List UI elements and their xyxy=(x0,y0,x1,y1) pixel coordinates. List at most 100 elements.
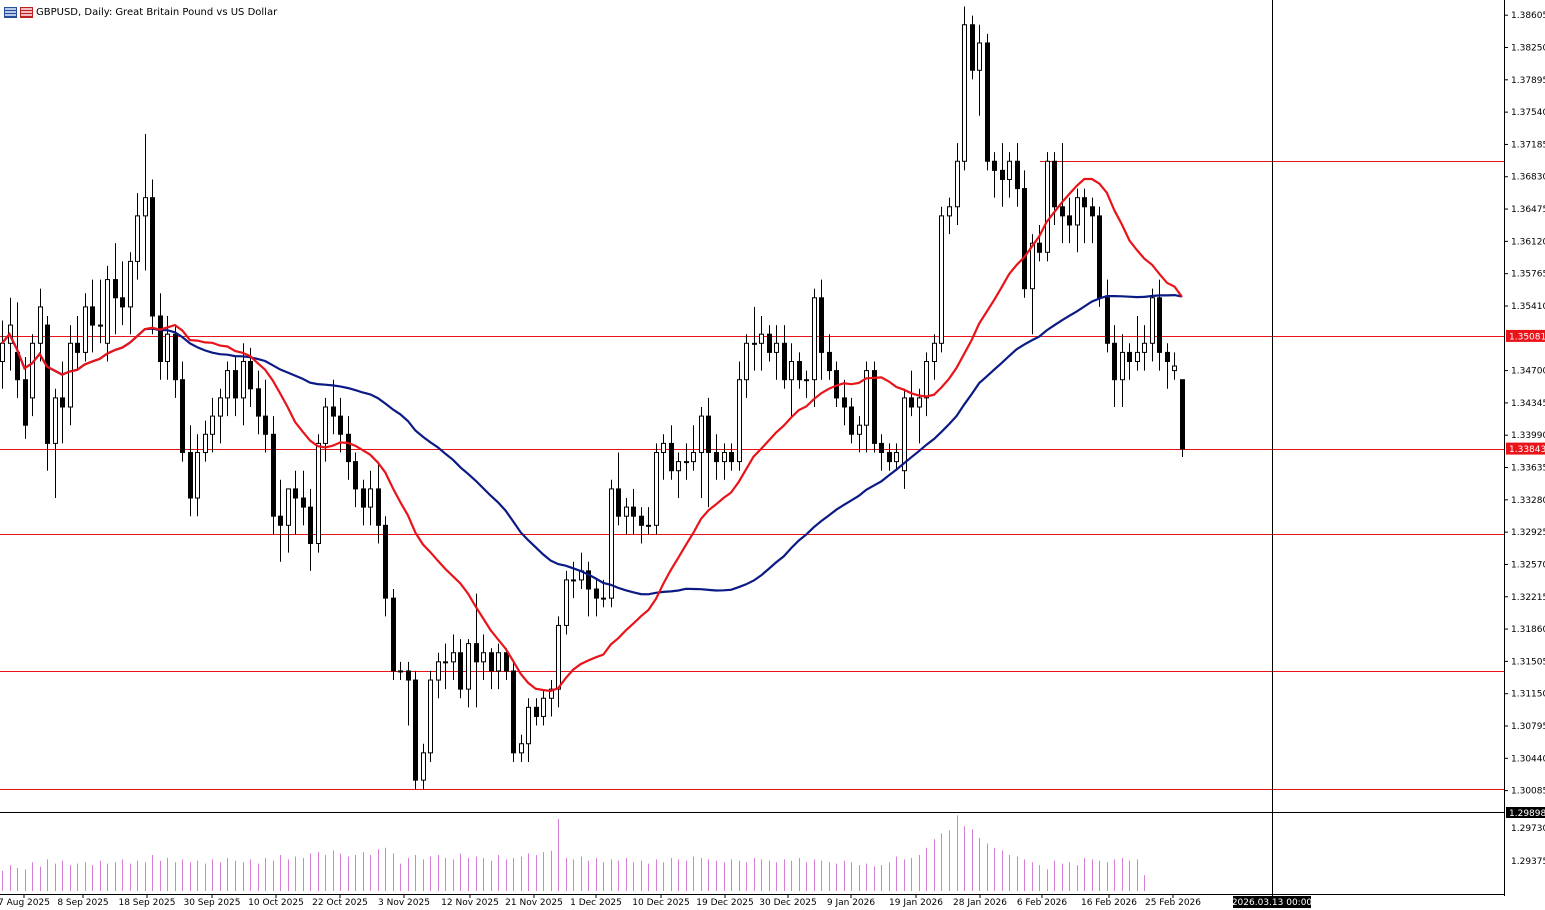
candle-body xyxy=(526,706,531,745)
price-tag-label: 1.33843 xyxy=(1509,445,1545,455)
chart-grid-icon[interactable] xyxy=(20,6,33,18)
candle-body xyxy=(571,579,576,582)
candle-body xyxy=(128,260,133,308)
axis-tag-bg xyxy=(1506,807,1545,818)
candle xyxy=(616,452,621,526)
candle-body xyxy=(601,597,606,600)
candle xyxy=(1097,206,1102,307)
candle-body xyxy=(489,652,494,672)
candle-body xyxy=(857,424,862,435)
time-axis[interactable]: 7 Aug 2025 8 Sep 2025 18 Sep 2025 30 Sep 20… xyxy=(0,895,1312,908)
candle xyxy=(1135,315,1140,371)
candle-body xyxy=(1127,351,1132,362)
candle xyxy=(120,261,125,326)
candle xyxy=(233,356,238,417)
crosshair-time-label: 2026.03.13 00:00 xyxy=(1232,898,1313,908)
candle-body xyxy=(286,488,291,526)
chart-list-icon[interactable] xyxy=(4,6,17,18)
candle-body xyxy=(1030,242,1035,290)
candle-body xyxy=(436,661,441,681)
candle-body xyxy=(376,488,381,526)
candle-body xyxy=(1180,379,1185,450)
chart-title-bar: GBPUSD, Daily: Great Britain Pound vs US… xyxy=(4,4,277,20)
candle xyxy=(376,461,381,544)
candle xyxy=(691,425,696,471)
candle xyxy=(669,425,674,480)
y-tick-label: 1.36475 xyxy=(1511,205,1545,215)
candle-body xyxy=(368,488,373,508)
candle-body xyxy=(691,452,696,463)
candle-body xyxy=(210,415,215,435)
candle-body xyxy=(353,461,358,490)
candle-body xyxy=(797,360,802,381)
candle-body xyxy=(413,679,418,781)
candle xyxy=(1157,279,1162,371)
candle-body xyxy=(917,397,922,408)
candle-body xyxy=(1097,215,1102,299)
ma-slow-line xyxy=(1,293,1183,596)
y-tick-label: 1.35765 xyxy=(1511,270,1545,280)
candle xyxy=(443,643,448,690)
candle xyxy=(932,334,937,380)
candle-body xyxy=(782,342,787,381)
x-tick-label: 1 Dec 2025 xyxy=(570,898,622,908)
candle xyxy=(737,361,742,471)
candle-body xyxy=(391,597,396,672)
candle xyxy=(428,670,433,762)
candle xyxy=(511,661,516,762)
candle xyxy=(150,179,155,335)
candle-body xyxy=(1090,206,1095,217)
candle-body xyxy=(233,370,238,399)
candle xyxy=(271,416,276,535)
candle xyxy=(939,206,944,353)
candle-body xyxy=(195,452,200,499)
candle-body xyxy=(105,279,110,344)
candle xyxy=(661,434,666,480)
candle-body xyxy=(1150,297,1155,344)
candle-body xyxy=(135,215,140,262)
candle-body xyxy=(654,452,659,526)
y-tick-label: 1.34700 xyxy=(1511,367,1545,377)
price-axis[interactable]: 1.38605 1.38250 1.37895 1.37540 1.37185 1.368… xyxy=(1504,11,1545,867)
candle-body xyxy=(774,342,779,353)
candle-body xyxy=(624,506,629,517)
candle-body xyxy=(1082,197,1087,208)
candle-body xyxy=(120,297,125,308)
candle-body xyxy=(752,342,757,345)
candle-body xyxy=(113,279,118,299)
candle-body xyxy=(301,497,306,508)
candle-body xyxy=(383,524,388,599)
candle-body xyxy=(271,433,276,517)
candle-body xyxy=(256,388,261,417)
candle xyxy=(353,452,358,508)
candle xyxy=(496,643,501,690)
candle-body xyxy=(646,524,651,527)
candle xyxy=(361,479,366,526)
candle xyxy=(902,388,907,489)
y-tick-label: 1.38605 xyxy=(1511,11,1545,21)
candle xyxy=(812,288,817,407)
y-tick-label: 1.36120 xyxy=(1511,237,1545,247)
candle xyxy=(601,579,606,608)
candle xyxy=(654,443,659,535)
x-tick-label: 9 Jan 2026 xyxy=(827,898,875,908)
candle xyxy=(631,488,636,535)
candle xyxy=(706,397,711,508)
x-tick-label: 30 Dec 2025 xyxy=(759,898,817,908)
candle xyxy=(1165,343,1170,389)
candle-body xyxy=(316,442,321,545)
candle xyxy=(188,425,193,517)
candle xyxy=(0,320,5,389)
candle xyxy=(293,470,298,535)
candle xyxy=(504,648,509,681)
candle-body xyxy=(1120,351,1125,381)
candle-body xyxy=(218,397,223,417)
candle-body xyxy=(38,306,43,344)
candle-body xyxy=(744,342,749,381)
candle-body xyxy=(346,433,351,463)
candle xyxy=(699,407,704,499)
candle-body xyxy=(631,506,636,517)
candle-body xyxy=(1075,197,1080,226)
candle-body xyxy=(947,206,952,217)
